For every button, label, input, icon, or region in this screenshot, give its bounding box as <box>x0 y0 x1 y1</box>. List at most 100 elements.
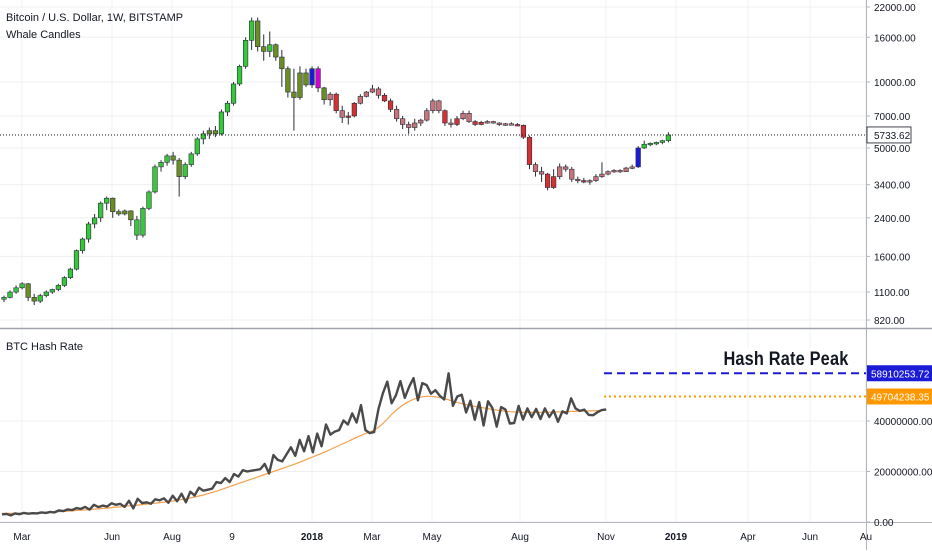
candle-body <box>146 191 152 209</box>
candle-body <box>134 219 140 236</box>
candle-body <box>496 122 502 125</box>
candle-body <box>599 173 605 177</box>
candle-body <box>164 155 170 163</box>
indicator-name[interactable]: Whale Candles <box>6 29 81 41</box>
candle-body <box>653 142 659 145</box>
price-tick-label: 2400.00 <box>874 214 911 225</box>
candle-body <box>454 118 460 125</box>
candle-body <box>406 124 412 128</box>
candle-body <box>194 138 200 155</box>
candle-body <box>43 291 49 296</box>
candle-body <box>104 197 110 204</box>
hash-rate-title[interactable]: BTC Hash Rate <box>6 341 84 353</box>
candle-body <box>635 147 641 168</box>
price-tick-label: 22000.00 <box>874 3 916 14</box>
candle-body <box>128 210 134 221</box>
candle-body <box>581 180 587 183</box>
candle-body <box>279 56 285 70</box>
grid-lines <box>0 0 867 523</box>
candle-body <box>176 159 182 177</box>
last-price-label: 5733.62 <box>874 131 911 142</box>
candle-body <box>393 109 400 120</box>
candle-body <box>85 223 92 240</box>
candle-body <box>224 102 231 113</box>
level-value-box <box>867 388 932 405</box>
candle-body <box>647 143 653 146</box>
candlestick-series <box>0 17 866 306</box>
candle-body <box>182 164 188 177</box>
candle-body <box>508 123 514 126</box>
candle-body <box>544 173 551 188</box>
hash-tick-label: 20000000.00 <box>874 468 932 479</box>
candle-body <box>1 297 7 300</box>
candle-body <box>49 289 55 293</box>
candle-body <box>92 217 98 225</box>
candle-body <box>532 164 539 172</box>
candle-body <box>490 121 496 124</box>
candle-body <box>412 122 418 128</box>
peak-value-label: 58910253.72 <box>871 369 930 380</box>
time-tick-label: Mar <box>13 532 31 543</box>
peak-value-box <box>867 365 932 382</box>
candle-body <box>575 178 581 182</box>
candle-body <box>557 166 563 177</box>
candle-body <box>502 123 508 126</box>
hash-rate-levels <box>604 372 866 398</box>
time-tick-label: 2018 <box>301 532 324 543</box>
time-tick-label: Aug <box>163 532 181 543</box>
candle-body <box>37 295 43 302</box>
candle-body <box>617 170 623 173</box>
candle-body <box>303 72 309 86</box>
time-tick-label: Nov <box>597 532 615 543</box>
candle-body <box>122 210 128 215</box>
time-tick-label: 2019 <box>665 532 688 543</box>
candle-body <box>67 268 74 278</box>
candle-body <box>327 93 333 101</box>
candle-body <box>291 91 297 98</box>
candle-body <box>363 91 370 97</box>
time-tick-label: Apr <box>740 532 756 543</box>
price-tick-label: 7000.00 <box>874 112 911 123</box>
candle-body <box>152 166 158 193</box>
candle-body <box>79 238 86 251</box>
candle-body <box>345 115 351 118</box>
candle-body <box>110 197 116 212</box>
candle-body <box>61 277 67 286</box>
time-tick-label: May <box>423 532 442 543</box>
hash-rate-peak-annotation: Hash Rate Peak <box>720 348 852 372</box>
candle-body <box>243 40 249 67</box>
hash-rate-line <box>1 372 607 517</box>
last-price-box <box>866 126 912 144</box>
candle-body <box>255 20 261 47</box>
price-tick-label: 5000.00 <box>874 144 911 155</box>
candle-body <box>605 171 611 175</box>
candle-body <box>218 111 225 135</box>
candle-body <box>73 250 80 270</box>
candle-body <box>466 112 472 122</box>
price-tick-label: 820.00 <box>874 316 905 327</box>
candle-body <box>116 211 122 215</box>
candle-body <box>424 110 430 121</box>
candle-body <box>478 121 484 125</box>
price-tick-label: 16000.00 <box>874 33 916 44</box>
candle-body <box>309 68 315 86</box>
symbol-title[interactable]: Bitcoin / U.S. Dollar, 1W, BITSTAMP <box>6 12 184 24</box>
candle-body <box>369 88 376 93</box>
candle-body <box>623 167 629 172</box>
candle-body <box>659 140 665 143</box>
candle-body <box>339 110 345 118</box>
candle-body <box>158 162 164 168</box>
candle-body <box>140 208 146 236</box>
hash-rate-series <box>1 372 607 517</box>
candle-body <box>351 102 357 117</box>
candle-body <box>285 68 291 93</box>
time-tick-label: Mar <box>363 532 381 543</box>
price-tick-label: 1600.00 <box>874 252 911 263</box>
candle-body <box>236 65 243 85</box>
candle-body <box>267 44 273 52</box>
candle-body <box>587 180 593 183</box>
price-tick-label: 10000.00 <box>874 78 916 89</box>
